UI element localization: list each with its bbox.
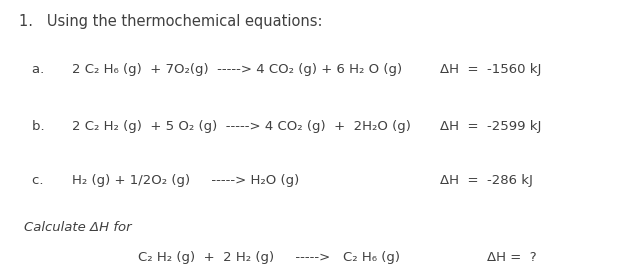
- Text: ΔH  =  -2599 kJ: ΔH = -2599 kJ: [440, 120, 541, 133]
- Text: 2 C₂ H₆ (g)  + 7O₂(g)  -----> 4 CO₂ (g) + 6 H₂ O (g): 2 C₂ H₆ (g) + 7O₂(g) -----> 4 CO₂ (g) + …: [72, 63, 402, 76]
- Text: ΔH  =  -286 kJ: ΔH = -286 kJ: [440, 174, 533, 187]
- Text: C₂ H₂ (g)  +  2 H₂ (g)     ----->   C₂ H₆ (g): C₂ H₂ (g) + 2 H₂ (g) -----> C₂ H₆ (g): [138, 251, 400, 264]
- Text: H₂ (g) + 1/2O₂ (g)     -----> H₂O (g): H₂ (g) + 1/2O₂ (g) -----> H₂O (g): [72, 174, 299, 187]
- Text: c.: c.: [32, 174, 52, 187]
- Text: a.: a.: [32, 63, 53, 76]
- Text: 1.   Using the thermochemical equations:: 1. Using the thermochemical equations:: [19, 14, 323, 29]
- Text: b.: b.: [32, 120, 53, 133]
- Text: Calculate ΔH for: Calculate ΔH for: [24, 221, 132, 234]
- Text: ΔH =  ?: ΔH = ?: [487, 251, 536, 264]
- Text: ΔH  =  -1560 kJ: ΔH = -1560 kJ: [440, 63, 541, 76]
- Text: 2 C₂ H₂ (g)  + 5 O₂ (g)  -----> 4 CO₂ (g)  +  2H₂O (g): 2 C₂ H₂ (g) + 5 O₂ (g) -----> 4 CO₂ (g) …: [72, 120, 411, 133]
